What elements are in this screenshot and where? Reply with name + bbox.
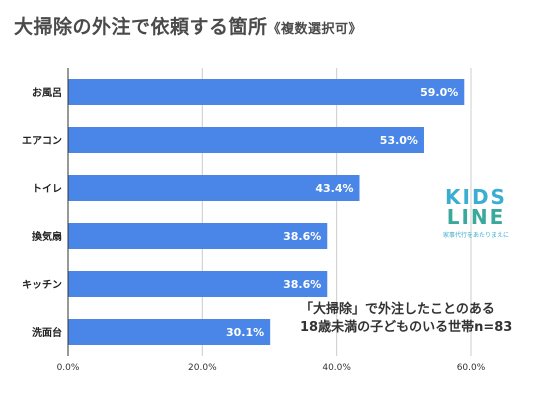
- bar-0: [68, 79, 465, 105]
- value-label-5: 30.1%: [226, 326, 264, 339]
- value-label-2: 43.4%: [315, 182, 353, 195]
- x-tick-label-1: 20.0%: [188, 363, 217, 373]
- logo-text-line: LINE: [446, 205, 506, 229]
- x-tick-label-3: 60.0%: [457, 363, 486, 373]
- sample-note: 「大掃除」で外注したことのある 18歳未満の子どものいる世帯n=83: [300, 301, 520, 337]
- bar-5: [68, 319, 271, 345]
- category-label-5: 洗面台: [32, 326, 62, 339]
- chart-title-main: 大掃除の外注で依頼する箇所: [14, 16, 268, 38]
- kidsline-logo: KIDS LINE 家事代行をあたりまえに: [436, 187, 516, 239]
- sample-note-line2: 18歳未満の子どものいる世帯n=83: [300, 320, 513, 335]
- sample-note-line1: 「大掃除」で外注したことのある: [300, 302, 495, 317]
- category-label-3: 換気扇: [32, 230, 62, 243]
- value-label-4: 38.6%: [283, 278, 321, 291]
- bar-3: [68, 223, 328, 249]
- value-label-0: 59.0%: [420, 86, 458, 99]
- logo-tagline: 家事代行をあたりまえに: [442, 232, 509, 239]
- x-tick-label-0: 0.0%: [57, 363, 80, 373]
- chart-subtitle: 《複数選択可》: [267, 22, 363, 37]
- chart-title: 大掃除の外注で依頼する箇所《複数選択可》: [14, 12, 362, 39]
- logo-text-kids: KIDS: [445, 185, 507, 209]
- category-label-1: エアコン: [22, 135, 62, 147]
- value-label-3: 38.6%: [283, 230, 321, 243]
- bar-4: [68, 271, 328, 297]
- bar-2: [68, 175, 360, 201]
- category-label-4: キッチン: [22, 279, 62, 291]
- category-label-0: お風呂: [32, 87, 62, 99]
- bar-1: [68, 127, 424, 153]
- value-label-1: 53.0%: [380, 134, 418, 147]
- x-tick-label-2: 40.0%: [322, 363, 351, 373]
- category-label-2: トイレ: [32, 183, 62, 195]
